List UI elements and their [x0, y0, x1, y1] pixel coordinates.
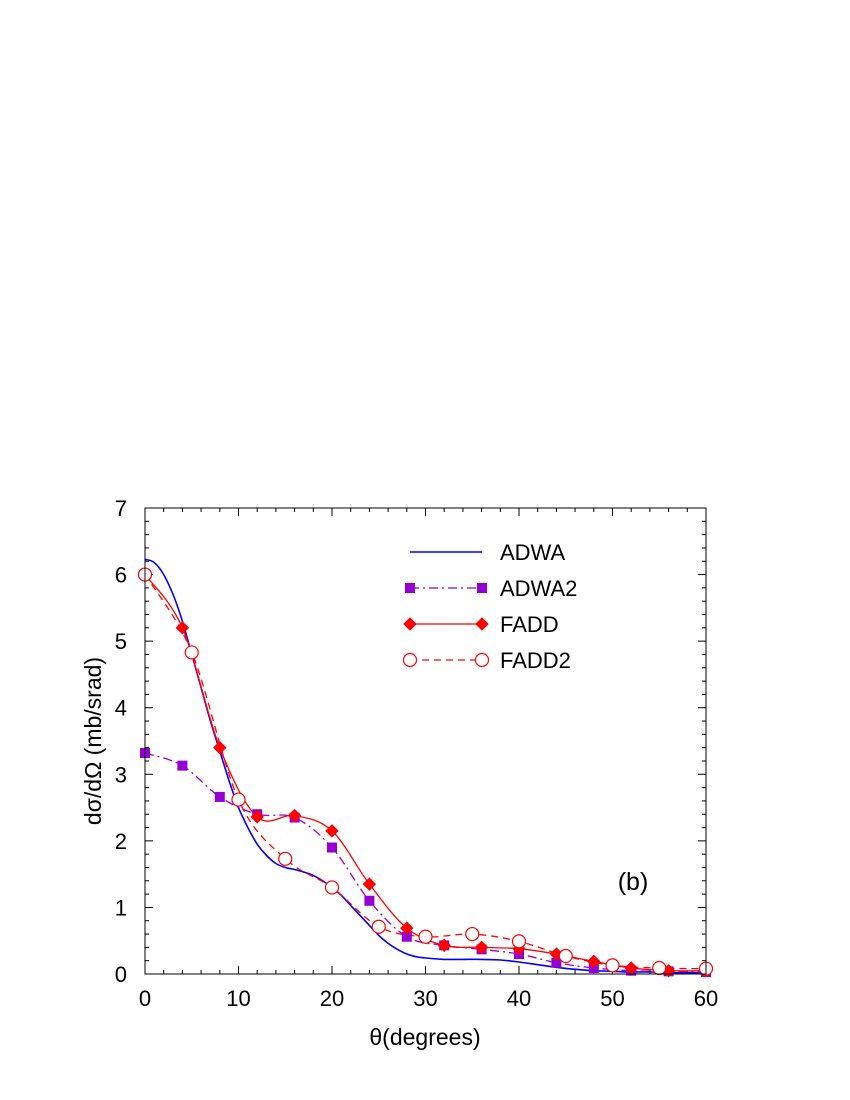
- y-axis-title: dσ/dΩ (mb/srad): [80, 657, 106, 825]
- data-point-fadd2: [418, 929, 433, 944]
- series-line-fadd2: [144, 574, 707, 970]
- legend-label-adwa: ADWA: [500, 540, 566, 565]
- data-point-adwa2: [327, 842, 337, 853]
- data-point-fadd: [175, 621, 190, 635]
- x-tick-label: 60: [694, 986, 718, 1011]
- legend-marker-fadd2: [402, 652, 418, 668]
- data-point-fadd2: [371, 919, 386, 934]
- legend-marker-adwa2: [477, 583, 487, 593]
- legend: ADWA ADWA2 FADD FADD2: [402, 540, 577, 673]
- data-point-fadd2: [278, 851, 293, 866]
- y-tick-label: 2: [115, 829, 127, 854]
- x-tick-label: 50: [600, 986, 624, 1011]
- data-series: [144, 558, 707, 974]
- y-tick-label: 1: [115, 895, 127, 920]
- data-point-fadd2: [231, 792, 246, 807]
- data-point-fadd: [474, 940, 489, 955]
- data-point-fadd: [400, 921, 414, 935]
- legend-marker-fadd: [475, 617, 489, 631]
- data-point-adwa2: [177, 760, 188, 771]
- legend-marker-fadd: [403, 617, 417, 631]
- y-tick-label: 3: [115, 762, 127, 787]
- y-tick-label: 6: [115, 563, 127, 588]
- x-tick-label: 30: [413, 986, 437, 1011]
- x-tick-label: 0: [139, 986, 151, 1011]
- y-tick-label: 0: [115, 962, 127, 987]
- data-point-fadd: [437, 938, 451, 953]
- y-tick-label: 5: [115, 629, 127, 654]
- tick-labels: 0 10 20 30 40 50 60 0 1 2 3 4 5 6 7: [115, 496, 718, 1011]
- axis-ticks: [144, 507, 707, 975]
- x-tick-label: 10: [226, 986, 250, 1011]
- legend-marker-adwa2: [405, 583, 415, 593]
- x-tick-label: 20: [320, 986, 344, 1011]
- y-tick-label: 4: [115, 696, 127, 721]
- data-point-fadd2: [511, 934, 527, 949]
- data-point-fadd2: [324, 880, 340, 895]
- data-point-adwa2: [214, 791, 225, 802]
- data-point-fadd: [587, 954, 601, 969]
- legend-label-adwa2: ADWA2: [500, 576, 577, 601]
- data-point-fadd2: [465, 926, 480, 942]
- data-point-fadd: [362, 877, 377, 891]
- data-point-fadd: [325, 824, 339, 838]
- panel-label: (b): [618, 868, 649, 896]
- data-point-fadd2: [184, 645, 199, 660]
- legend-label-fadd: FADD: [500, 612, 559, 637]
- data-point-fadd2: [605, 958, 620, 973]
- data-point-adwa2: [364, 895, 375, 906]
- data-markers: [137, 567, 714, 978]
- data-point-fadd: [213, 740, 227, 755]
- legend-marker-fadd2: [474, 652, 490, 668]
- series-line-adwa: [144, 558, 706, 974]
- legend-label-fadd2: FADD2: [500, 648, 571, 673]
- x-axis-title: θ(degrees): [369, 1024, 480, 1050]
- data-point-fadd: [250, 810, 264, 824]
- x-tick-label: 40: [507, 986, 531, 1011]
- data-point-fadd2: [652, 960, 667, 976]
- plot-frame: [144, 507, 707, 975]
- data-point-fadd: [287, 808, 302, 823]
- data-point-fadd2: [558, 948, 573, 964]
- y-tick-label: 7: [115, 496, 127, 521]
